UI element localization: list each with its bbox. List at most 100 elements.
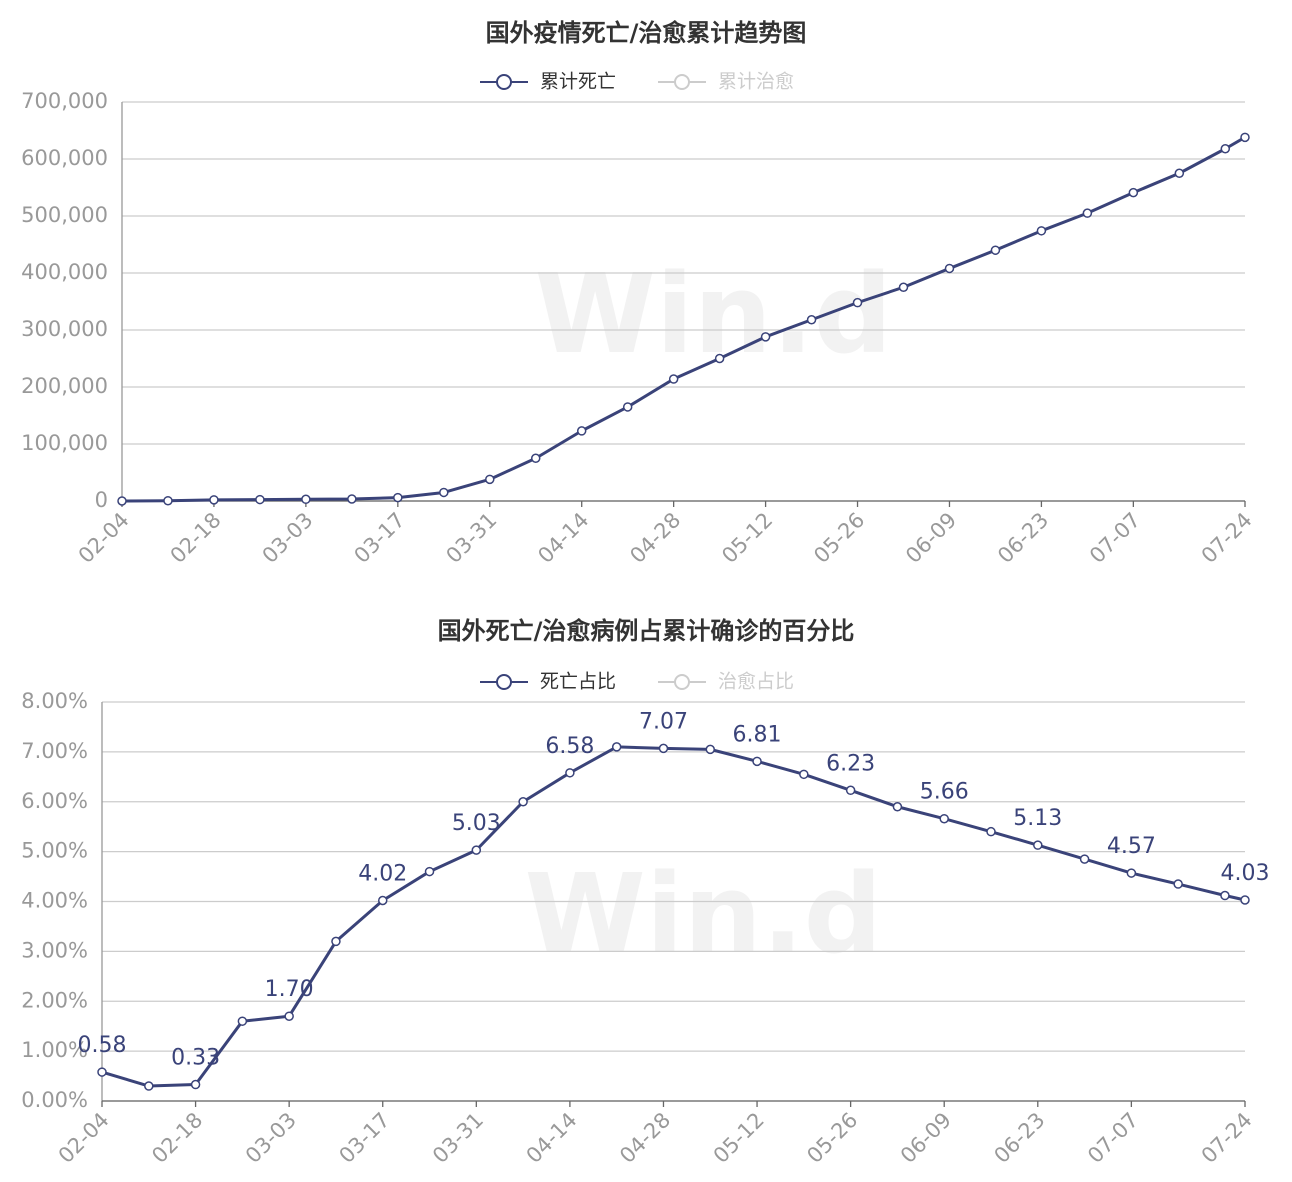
x-tick-label: 02-18 bbox=[166, 508, 226, 568]
point bbox=[301, 494, 311, 505]
x-tick-label: 06-23 bbox=[993, 508, 1053, 568]
point bbox=[485, 474, 495, 485]
point bbox=[852, 297, 863, 308]
x-tick-label: 06-23 bbox=[989, 1108, 1049, 1168]
x-tick-label: 02-18 bbox=[147, 1108, 207, 1168]
point bbox=[284, 1011, 294, 1021]
point bbox=[939, 813, 949, 824]
data-label: 4.03 bbox=[1221, 861, 1270, 886]
point bbox=[1128, 187, 1139, 198]
y-tick-label: 400,000 bbox=[21, 260, 108, 284]
x-tick-label: 03-17 bbox=[349, 508, 409, 568]
point bbox=[347, 494, 357, 504]
y-tick-label: 100,000 bbox=[21, 431, 108, 455]
point bbox=[752, 756, 762, 767]
x-tick-label: 07-07 bbox=[1085, 508, 1145, 568]
x-tick-label: 05-26 bbox=[809, 508, 869, 568]
point bbox=[668, 374, 679, 384]
x-tick-label: 03-17 bbox=[334, 1108, 394, 1168]
x-tick-label: 02-04 bbox=[74, 508, 134, 568]
point bbox=[1079, 854, 1090, 864]
y-tick-label: 0 bbox=[95, 488, 108, 512]
point bbox=[1173, 879, 1183, 889]
y-tick-label: 600,000 bbox=[21, 146, 108, 170]
point bbox=[1220, 143, 1231, 154]
point bbox=[944, 263, 955, 274]
x-tick-label: 04-14 bbox=[522, 1108, 582, 1168]
point bbox=[576, 426, 587, 436]
y-tick-label: 4.00% bbox=[21, 889, 88, 913]
y-tick-label: 5.00% bbox=[21, 839, 88, 863]
y-tick-label: 8.00% bbox=[21, 689, 88, 713]
data-label: 6.81 bbox=[733, 722, 782, 747]
point bbox=[1036, 226, 1047, 236]
data-label: 4.57 bbox=[1107, 834, 1156, 859]
series-line bbox=[121, 136, 1246, 503]
watermark: Win.d bbox=[535, 250, 893, 378]
legend-label: 治愈占比 bbox=[718, 671, 794, 693]
y-tick-label: 700,000 bbox=[21, 89, 108, 113]
data-label: 6.23 bbox=[826, 751, 875, 776]
y-tick-label: 0.00% bbox=[21, 1088, 88, 1112]
data-label: 0.33 bbox=[171, 1046, 220, 1071]
point bbox=[898, 282, 909, 292]
chart-title: 国外死亡/治愈病例占累计确诊的百分比 bbox=[438, 617, 855, 645]
point bbox=[237, 1016, 248, 1026]
point bbox=[97, 1067, 107, 1077]
data-label: 5.13 bbox=[1013, 806, 1062, 831]
point bbox=[622, 402, 633, 412]
point bbox=[990, 245, 1001, 255]
legend-label: 累计死亡 bbox=[540, 71, 616, 93]
point bbox=[705, 744, 716, 755]
data-label: 7.07 bbox=[639, 709, 688, 734]
point bbox=[530, 453, 541, 463]
point bbox=[255, 494, 265, 505]
y-tick-label: 1.00% bbox=[21, 1038, 88, 1062]
legend-marker bbox=[496, 674, 512, 690]
x-tick-label: 04-28 bbox=[615, 1108, 675, 1168]
point bbox=[806, 314, 817, 325]
x-tick-label: 06-09 bbox=[896, 1108, 956, 1168]
y-tick-label: 500,000 bbox=[21, 203, 108, 227]
x-tick-label: 07-07 bbox=[1083, 1108, 1143, 1168]
point bbox=[760, 332, 771, 342]
point bbox=[1240, 132, 1250, 143]
legend-marker bbox=[674, 74, 690, 90]
series-line bbox=[101, 745, 1246, 1088]
point bbox=[1240, 895, 1250, 905]
point bbox=[190, 1079, 201, 1090]
y-tick-label: 2.00% bbox=[21, 988, 88, 1012]
y-tick-label: 3.00% bbox=[21, 938, 88, 962]
point bbox=[1033, 840, 1043, 850]
point bbox=[393, 492, 403, 503]
point bbox=[714, 353, 725, 364]
point bbox=[1126, 868, 1137, 878]
x-tick-label: 03-31 bbox=[441, 508, 501, 568]
point bbox=[565, 768, 575, 778]
point bbox=[1174, 168, 1185, 178]
y-tick-label: 6.00% bbox=[21, 789, 88, 813]
y-tick-label: 7.00% bbox=[21, 739, 88, 763]
x-tick-label: 02-04 bbox=[54, 1108, 114, 1168]
data-label: 1.70 bbox=[265, 977, 314, 1002]
legend-marker bbox=[674, 674, 690, 690]
point bbox=[658, 743, 669, 754]
x-tick-label: 05-12 bbox=[709, 1108, 769, 1168]
point bbox=[471, 845, 482, 855]
point bbox=[377, 895, 388, 906]
y-tick-label: 200,000 bbox=[21, 374, 108, 398]
point bbox=[163, 495, 173, 506]
point bbox=[518, 797, 528, 807]
data-label: 5.03 bbox=[452, 811, 501, 836]
point bbox=[892, 801, 903, 812]
point bbox=[1220, 890, 1230, 901]
watermark: Win.d bbox=[525, 850, 883, 978]
data-label: 6.58 bbox=[545, 734, 594, 759]
point bbox=[117, 496, 127, 506]
point bbox=[845, 785, 856, 796]
point bbox=[424, 866, 435, 877]
x-tick-label: 03-03 bbox=[258, 508, 318, 568]
point bbox=[986, 826, 996, 837]
legend-label: 死亡占比 bbox=[540, 671, 616, 693]
x-tick-label: 03-03 bbox=[241, 1108, 301, 1168]
